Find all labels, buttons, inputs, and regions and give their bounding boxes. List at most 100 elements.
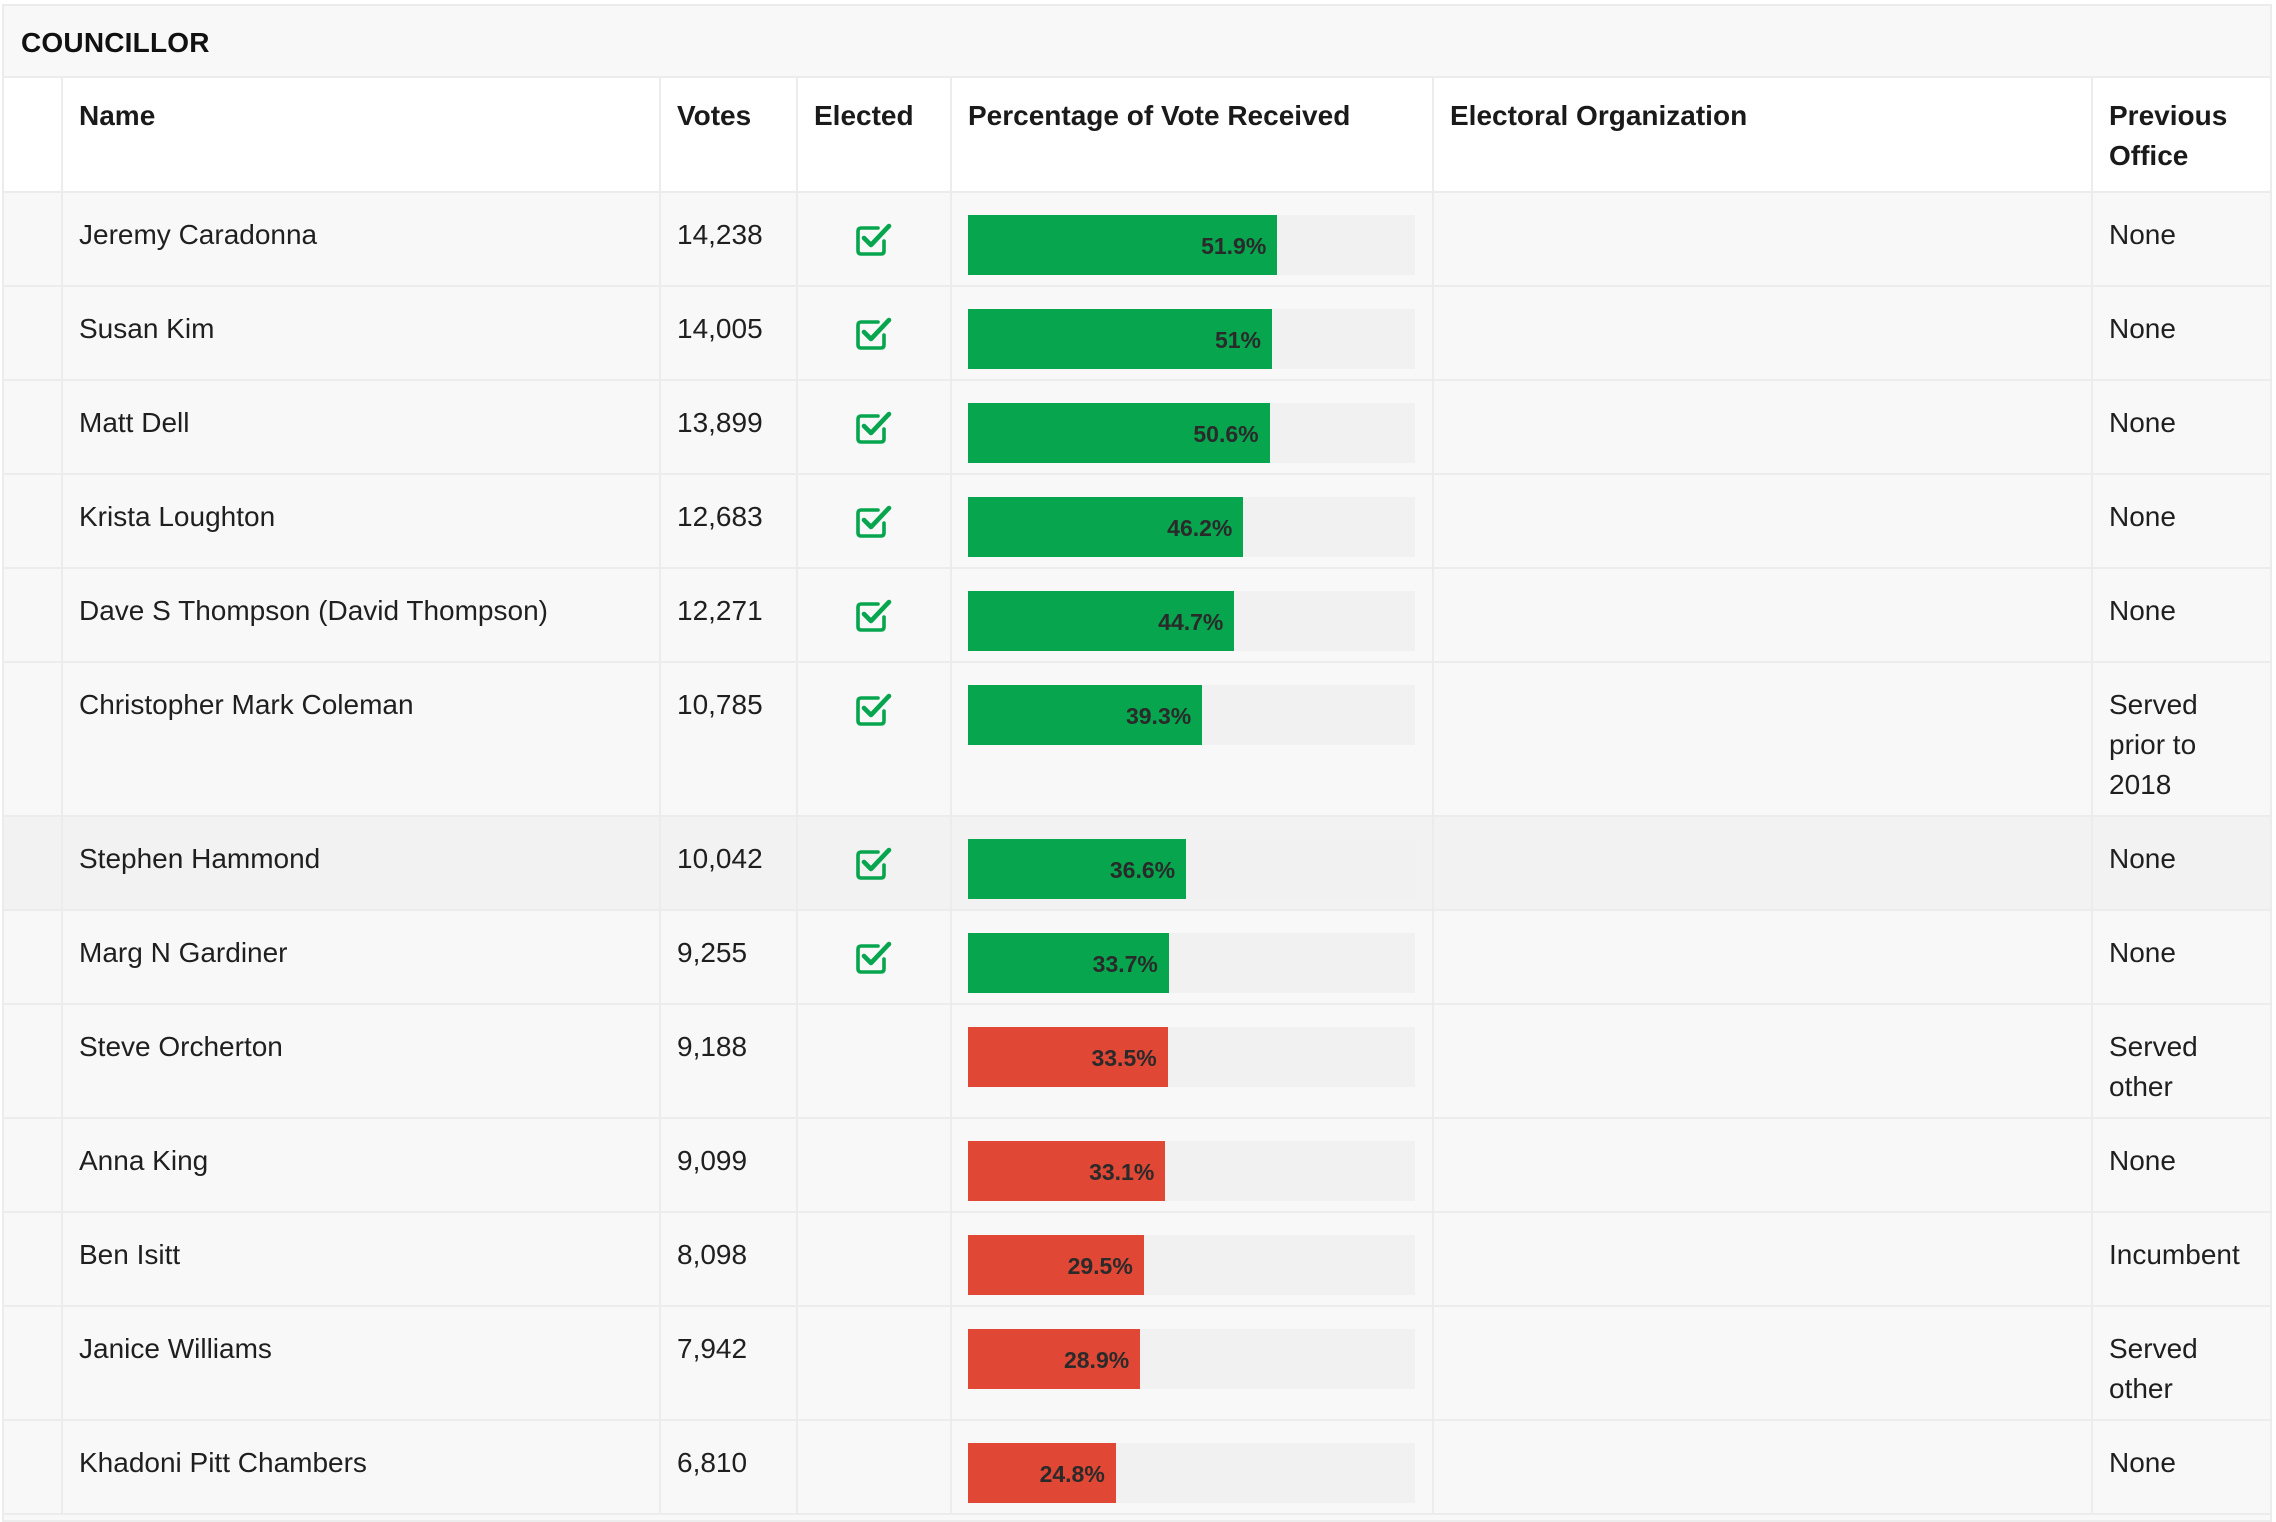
percentage-cell: 39.3% xyxy=(951,662,1434,817)
table-row: Krista Loughton 12,683 46.2% None xyxy=(4,474,2270,569)
candidate-name: Matt Dell xyxy=(62,380,661,475)
checkbox-checked-icon xyxy=(854,219,894,259)
percentage-cell: 24.8% xyxy=(951,1420,1434,1515)
candidate-name: Steve Orcherton xyxy=(62,1004,661,1119)
checkbox-checked-icon xyxy=(854,689,894,729)
header-row: Name Votes Elected Percentage of Vote Re… xyxy=(4,78,2270,193)
candidate-name: Khadoni Pitt Chambers xyxy=(62,1420,661,1515)
electoral-organization xyxy=(1433,192,2093,287)
candidate-name: Janice Williams xyxy=(62,1306,661,1421)
percentage-cell: 36.6% xyxy=(951,816,1434,911)
vote-bar-track: 44.7% xyxy=(968,591,1415,651)
row-spacer xyxy=(4,192,63,287)
vote-bar-fill: 29.5% xyxy=(968,1235,1144,1295)
vote-bar-track: 51% xyxy=(968,309,1415,369)
vote-bar-fill: 36.6% xyxy=(968,839,1187,899)
percentage-cell: 33.7% xyxy=(951,910,1434,1005)
table-row: Marg N Gardiner 9,255 33.7% None xyxy=(4,910,2270,1005)
percentage-cell: 44.7% xyxy=(951,568,1434,663)
column-header-votes: Votes xyxy=(660,78,798,193)
vote-bar-track: 28.9% xyxy=(968,1329,1415,1389)
candidate-name: Ben Isitt xyxy=(62,1212,661,1307)
vote-bar-track: 33.5% xyxy=(968,1027,1415,1087)
previous-office: Incumbent xyxy=(2092,1212,2270,1307)
vote-bar-fill: 46.2% xyxy=(968,497,1244,557)
row-spacer xyxy=(4,1118,63,1213)
vote-percentage-label: 50.6% xyxy=(1193,421,1259,447)
vote-bar-fill: 33.5% xyxy=(968,1027,1168,1087)
electoral-organization xyxy=(1433,380,2093,475)
vote-bar-track: 46.2% xyxy=(968,497,1415,557)
vote-percentage-label: 24.8% xyxy=(1039,1461,1105,1487)
vote-percentage-label: 33.7% xyxy=(1092,951,1158,977)
vote-bar-track: 36.6% xyxy=(968,839,1415,899)
vote-percentage-label: 28.9% xyxy=(1063,1347,1130,1373)
percentage-cell: 51.9% xyxy=(951,192,1434,287)
table-row: Ben Isitt 8,098 29.5% Incumbent xyxy=(4,1212,2270,1307)
vote-count: 14,005 xyxy=(660,286,798,381)
electoral-organization xyxy=(1433,286,2093,381)
vote-bar-fill: 51.9% xyxy=(968,215,1278,275)
checkbox-checked-icon xyxy=(854,313,894,353)
checkbox-checked-icon xyxy=(854,937,894,977)
column-header-organization: Electoral Organization xyxy=(1433,78,2093,193)
electoral-organization xyxy=(1433,1118,2093,1213)
vote-percentage-label: 33.1% xyxy=(1089,1159,1155,1185)
candidate-name: Christopher Mark Coleman xyxy=(62,662,661,817)
vote-bar-track: 50.6% xyxy=(968,403,1415,463)
elected-cell xyxy=(797,1420,952,1515)
table-row: Anna King 9,099 33.1% None xyxy=(4,1118,2270,1213)
vote-count: 12,683 xyxy=(660,474,798,569)
table-row: Christopher Mark Coleman 10,785 39.3% Serve… xyxy=(4,662,2270,817)
elected-cell xyxy=(797,474,952,569)
header-spacer xyxy=(4,78,63,193)
vote-count: 12,271 xyxy=(660,568,798,663)
candidate-name: Jeremy Caradonna xyxy=(62,192,661,287)
vote-count: 9,188 xyxy=(660,1004,798,1119)
previous-office: None xyxy=(2092,910,2270,1005)
vote-count: 7,942 xyxy=(660,1306,798,1421)
vote-percentage-label: 46.2% xyxy=(1167,515,1233,541)
electoral-organization xyxy=(1433,568,2093,663)
electoral-organization xyxy=(1433,662,2093,817)
percentage-cell: 46.2% xyxy=(951,474,1434,569)
row-spacer xyxy=(4,380,63,475)
percentage-cell: 33.1% xyxy=(951,1118,1434,1213)
vote-count: 6,810 xyxy=(660,1420,798,1515)
row-spacer xyxy=(4,816,63,911)
previous-office: Served other xyxy=(2092,1306,2270,1421)
candidate-name: Stephen Hammond xyxy=(62,816,661,911)
row-spacer xyxy=(4,286,63,381)
row-spacer xyxy=(4,568,63,663)
previous-office: None xyxy=(2092,380,2270,475)
vote-bar-fill: 24.8% xyxy=(968,1443,1116,1503)
vote-count: 8,098 xyxy=(660,1212,798,1307)
vote-bar-fill: 33.1% xyxy=(968,1141,1166,1201)
vote-bar-fill: 39.3% xyxy=(968,685,1203,745)
row-spacer xyxy=(4,1004,63,1119)
section-title: COUNCILLOR xyxy=(4,6,2270,78)
electoral-organization xyxy=(1433,816,2093,911)
previous-office: None xyxy=(2092,286,2270,381)
vote-bar-track: 39.3% xyxy=(968,685,1415,745)
vote-count: 10,785 xyxy=(660,662,798,817)
row-spacer xyxy=(4,662,63,817)
vote-bar-fill: 28.9% xyxy=(968,1329,1141,1389)
table-row: Susan Kim 14,005 51% None xyxy=(4,286,2270,381)
candidate-name: Marg N Gardiner xyxy=(62,910,661,1005)
previous-office: None xyxy=(2092,1118,2270,1213)
vote-bar-fill: 33.7% xyxy=(968,933,1169,993)
results-table: Name Votes Elected Percentage of Vote Re… xyxy=(4,78,2270,1515)
vote-percentage-label: 33.5% xyxy=(1091,1045,1157,1071)
percentage-cell: 29.5% xyxy=(951,1212,1434,1307)
electoral-organization xyxy=(1433,1306,2093,1421)
candidate-name: Krista Loughton xyxy=(62,474,661,569)
electoral-organization xyxy=(1433,1420,2093,1515)
previous-office: None xyxy=(2092,474,2270,569)
vote-bar-track: 29.5% xyxy=(968,1235,1415,1295)
vote-count: 9,099 xyxy=(660,1118,798,1213)
row-spacer xyxy=(4,474,63,569)
elected-cell xyxy=(797,1212,952,1307)
elected-cell xyxy=(797,286,952,381)
vote-percentage-label: 36.6% xyxy=(1109,857,1176,883)
